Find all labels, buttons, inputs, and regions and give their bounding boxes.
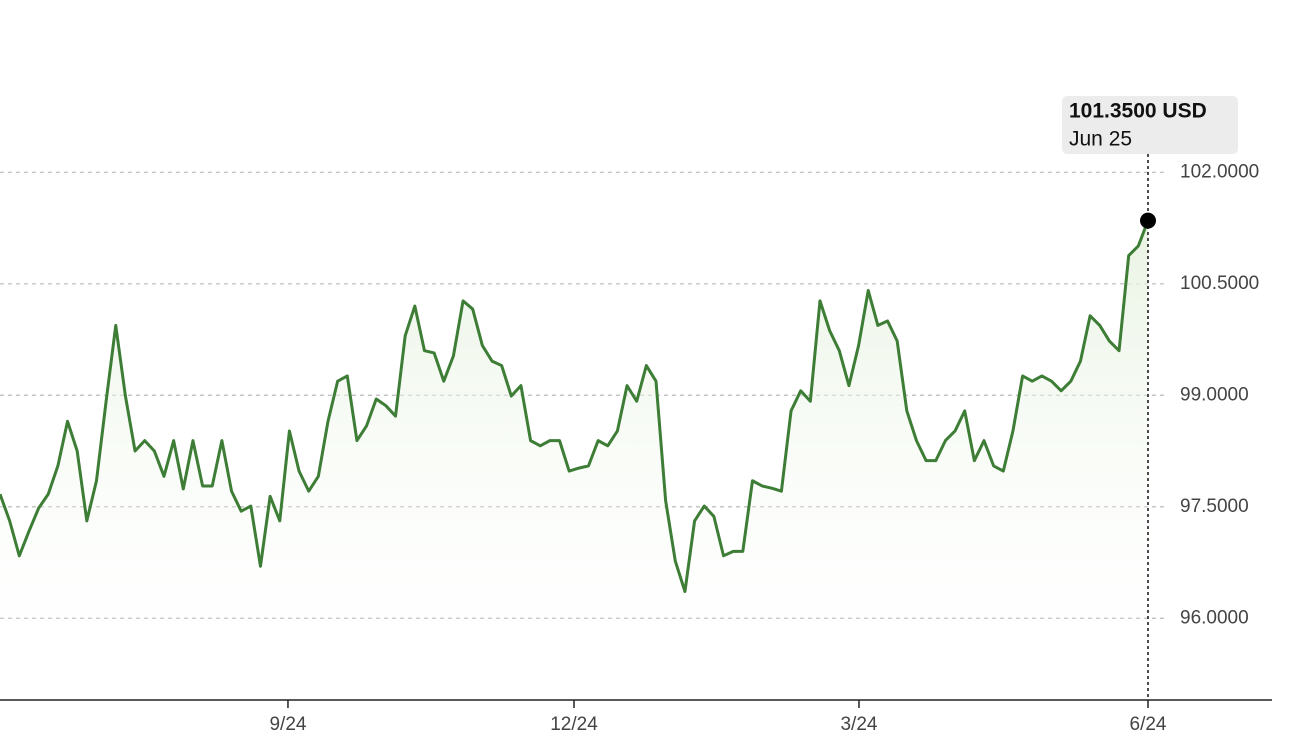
x-tick-label: 9/24 bbox=[269, 714, 306, 735]
x-tick-label: 3/24 bbox=[840, 714, 877, 735]
y-tick-label: 96.0000 bbox=[1180, 607, 1249, 628]
line bbox=[0, 220, 1150, 593]
x-tick-label: 12/24 bbox=[550, 714, 598, 735]
tooltip-value: 101.3500 USD bbox=[1069, 100, 1207, 123]
x-tick-label: 6/24 bbox=[1130, 714, 1167, 735]
y-tick-label: 97.5000 bbox=[1180, 496, 1249, 517]
hover-dot bbox=[1140, 212, 1156, 229]
y-tick-label: 102.0000 bbox=[1180, 161, 1259, 182]
area bbox=[0, 220, 1148, 700]
tooltip-date: Jun 25 bbox=[1069, 128, 1132, 151]
y-tick-label: 99.0000 bbox=[1180, 384, 1249, 405]
y-tick-label: 100.5000 bbox=[1180, 273, 1259, 294]
tooltip bbox=[1062, 96, 1238, 154]
